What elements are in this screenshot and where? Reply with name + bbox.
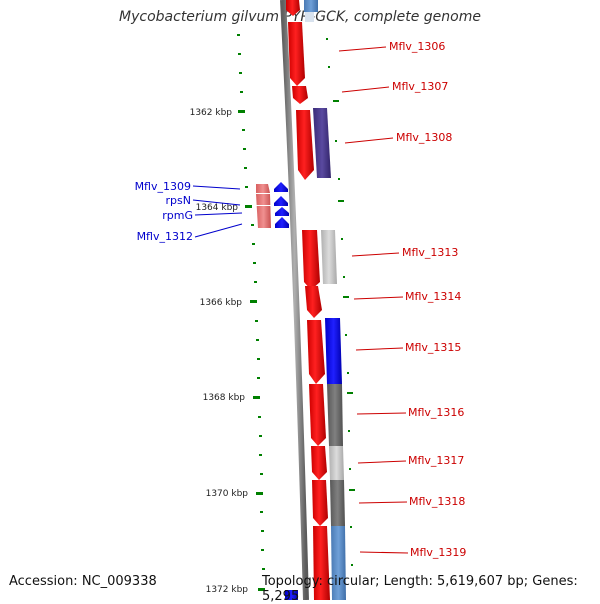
gene-block-divider (256, 205, 271, 206)
gene-label-mflv-1307[interactable]: Mflv_1307 (392, 80, 448, 93)
gene-label-mflv-1319[interactable]: Mflv_1319 (410, 546, 466, 559)
gene-arrow-mflv-1319[interactable] (313, 526, 330, 600)
ruler-label-1368: 1368 kbp (203, 393, 246, 403)
gene-label-mflv-1312[interactable]: Mflv_1312 (137, 230, 193, 243)
track-block-1308 (313, 108, 331, 178)
genome-backbone (280, 0, 309, 600)
ruler-label-1362: 1362 kbp (190, 108, 233, 118)
gene-block-rps-rpm[interactable] (256, 194, 271, 228)
map-title: Mycobacterium gilvum PYR-GCK, complete g… (119, 9, 481, 25)
gene-label-mflv-1309[interactable]: Mflv_1309 (135, 180, 191, 193)
gene-arrow-mflv-1312[interactable] (275, 217, 289, 228)
gene-arrow-rpmg[interactable] (275, 207, 289, 216)
gene-arrow-rpsn[interactable] (274, 196, 288, 206)
track-block-top (304, 0, 318, 12)
track-block-1313 (321, 230, 337, 284)
gene-label-rpsn[interactable]: rpsN (166, 194, 191, 207)
gene-arrow-mflv-1315[interactable] (307, 320, 325, 384)
ruler-label-1372: 1372 kbp (206, 585, 249, 595)
right-leader-lines (338, 46, 409, 554)
ruler-major-tick (258, 588, 265, 591)
track-block-1319 (331, 526, 346, 600)
annotation-track (304, 0, 346, 600)
gene-label-mflv-1314[interactable]: Mflv_1314 (405, 290, 461, 303)
gene-label-mflv-1306[interactable]: Mflv_1306 (389, 40, 445, 53)
forward-genes (286, 0, 330, 600)
ruler-major-tick (253, 396, 260, 399)
ruler-label-1370: 1370 kbp (206, 489, 249, 499)
ruler-major-ticks (238, 110, 265, 591)
accession-text: Accession: NC_009338 (9, 574, 157, 589)
reverse-genes (256, 182, 289, 228)
gene-label-mflv-1317[interactable]: Mflv_1317 (408, 454, 464, 467)
gene-arrow-mflv-1309[interactable] (274, 182, 288, 192)
right-ruler-dots (326, 38, 355, 566)
gene-arrow-mflv-1316[interactable] (309, 384, 326, 446)
ruler-label-1364: 1364 kbp (196, 203, 239, 213)
track-block-bottom (285, 590, 298, 600)
ruler-dots (237, 34, 265, 570)
left-leader-lines (192, 185, 243, 238)
gene-label-mflv-1313[interactable]: Mflv_1313 (402, 246, 458, 259)
gene-arrow-mflv-1314[interactable] (305, 286, 322, 318)
gene-label-mflv-1308[interactable]: Mflv_1308 (396, 131, 452, 144)
track-block-1318 (330, 480, 345, 526)
gene-label-mflv-1315[interactable]: Mflv_1315 (405, 341, 461, 354)
track-block-top-pale (305, 12, 314, 22)
gene-arrow-mflv-1317[interactable] (311, 446, 327, 480)
gene-arrow-mflv-1318[interactable] (312, 480, 328, 526)
track-block-1317 (329, 446, 344, 480)
gene-label-rpmg[interactable]: rpmG (162, 209, 193, 222)
ruler-major-tick (238, 110, 245, 113)
gene-arrow-mflv-1307[interactable] (292, 86, 308, 104)
gene-arrow-top[interactable] (286, 0, 300, 16)
gene-arrow-mflv-1313[interactable] (302, 230, 320, 290)
gene-block-mflv-1309[interactable] (256, 184, 270, 193)
ruler-label-1366: 1366 kbp (200, 298, 243, 308)
gene-label-mflv-1318[interactable]: Mflv_1318 (409, 495, 465, 508)
ruler-major-tick (245, 205, 252, 208)
ruler-major-tick (250, 300, 257, 303)
gene-label-mflv-1316[interactable]: Mflv_1316 (408, 406, 464, 419)
track-block-1316 (327, 384, 343, 446)
gene-arrow-mflv-1306[interactable] (288, 22, 305, 86)
gene-arrow-mflv-1308[interactable] (296, 110, 314, 180)
ruler-major-tick (256, 492, 263, 495)
track-block-1315 (325, 318, 342, 384)
